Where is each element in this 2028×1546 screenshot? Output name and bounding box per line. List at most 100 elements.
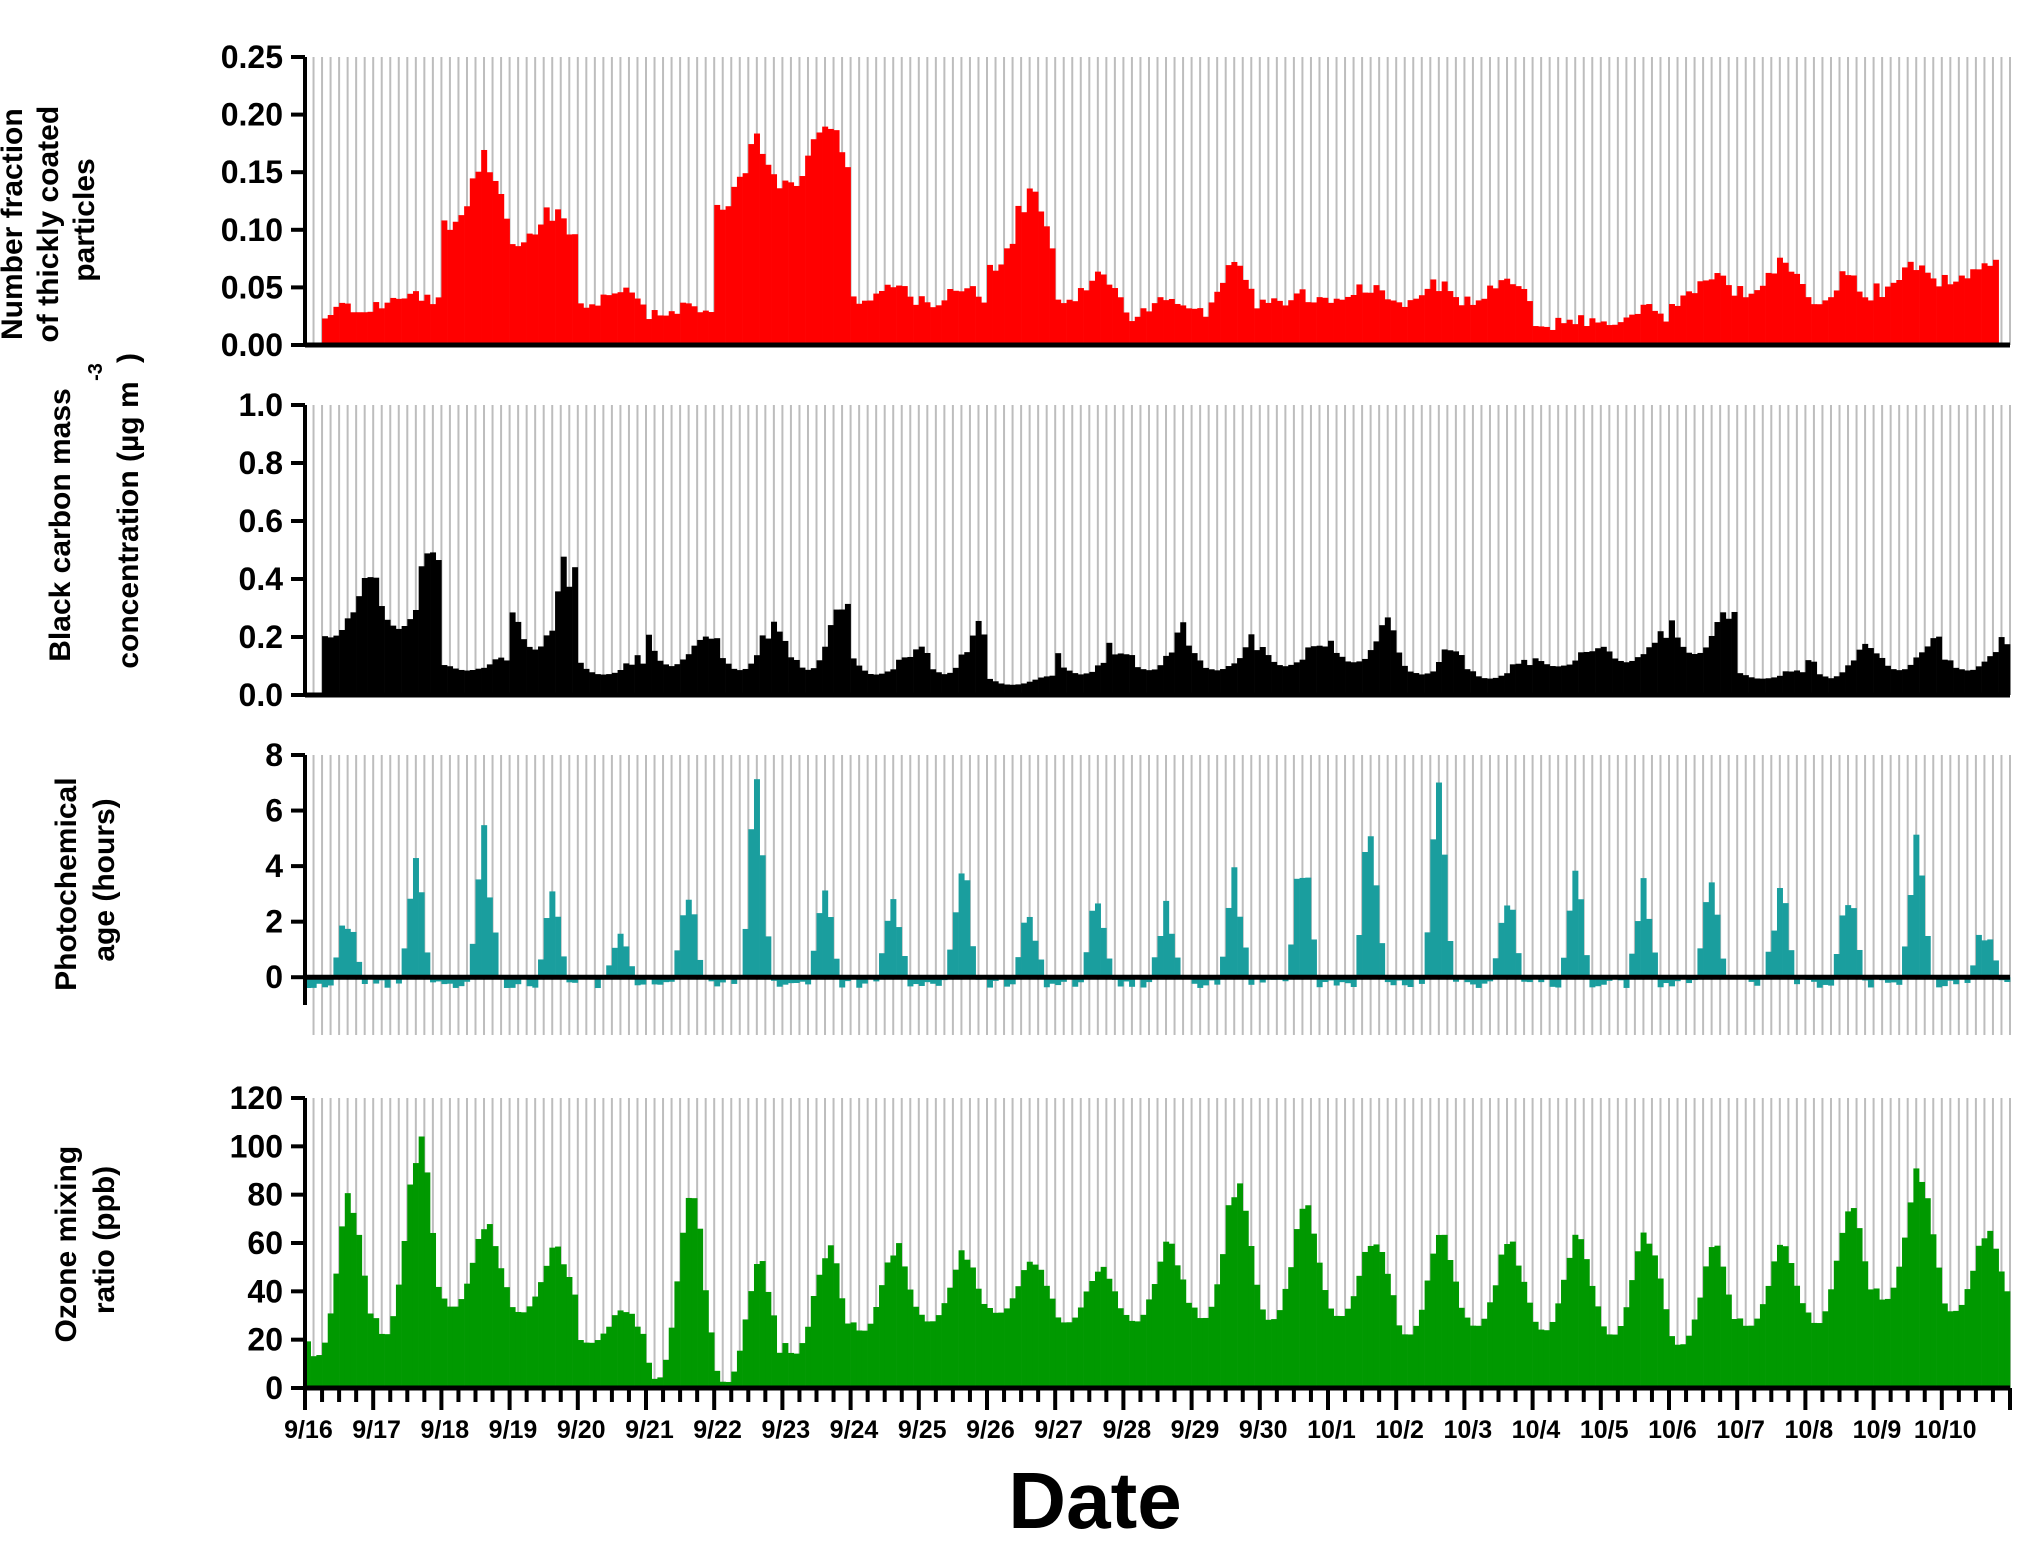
data-bar: [776, 977, 783, 987]
data-bar: [623, 287, 630, 345]
data-bar: [1089, 280, 1096, 345]
data-bar: [1992, 960, 1999, 978]
data-bar: [1606, 651, 1613, 695]
data-bar: [1004, 977, 1011, 987]
data-bar: [1731, 1318, 1738, 1388]
data-bar: [1288, 1267, 1295, 1388]
data-bar: [583, 307, 590, 345]
data-bar: [1612, 1334, 1619, 1388]
data-bar: [776, 631, 783, 695]
data-bar: [1407, 300, 1414, 345]
data-bar: [1714, 1245, 1721, 1388]
data-bar: [1856, 1228, 1863, 1388]
data-bar: [822, 890, 829, 978]
data-bar: [1123, 1314, 1130, 1388]
data-bar: [674, 664, 681, 695]
data-bar: [1498, 1254, 1505, 1388]
data-bar: [589, 304, 596, 345]
data-bar: [663, 315, 670, 345]
data-bar: [1828, 297, 1835, 345]
data-bar: [1180, 1279, 1187, 1388]
data-bar: [969, 1267, 976, 1388]
data-bar: [1060, 1322, 1067, 1388]
data-bar: [1799, 284, 1806, 345]
data-bar: [833, 958, 840, 978]
data-bar: [1350, 977, 1357, 987]
data-bar: [913, 1306, 920, 1388]
data-bar: [1930, 1234, 1937, 1388]
data-bar: [1850, 1208, 1857, 1388]
data-bar: [1515, 1265, 1522, 1388]
data-bar: [788, 1352, 795, 1388]
data-bar: [339, 302, 346, 345]
data-bar: [1805, 660, 1812, 695]
data-bar: [1634, 313, 1641, 345]
data-bar: [1475, 977, 1482, 988]
data-bar: [1674, 637, 1681, 695]
data-bar: [1970, 669, 1977, 695]
data-bar: [1470, 304, 1477, 345]
data-bar: [401, 298, 408, 345]
data-bar: [498, 193, 505, 345]
data-bar: [543, 918, 550, 978]
data-bar: [1043, 1285, 1050, 1388]
data-bar: [498, 1268, 505, 1388]
data-bar: [1521, 659, 1528, 695]
data-bar: [401, 948, 408, 978]
data-bar: [486, 1224, 493, 1388]
data-bar: [1776, 257, 1783, 345]
data-bar: [719, 977, 726, 983]
data-bar: [1771, 930, 1778, 978]
data-bar: [1782, 671, 1789, 695]
data-bar: [384, 977, 391, 988]
data-bar: [441, 977, 448, 985]
data-bar: [1322, 646, 1329, 695]
data-bar: [361, 1275, 368, 1388]
data-bar: [1146, 311, 1153, 345]
data-bar: [1680, 646, 1687, 695]
data-bar: [1947, 660, 1954, 695]
data-bar: [850, 658, 857, 695]
data-bar: [1328, 640, 1334, 695]
data-bar: [441, 1298, 448, 1388]
data-bar: [1919, 1181, 1926, 1388]
data-bar: [566, 586, 573, 695]
y-tick-label: 0.20: [221, 97, 283, 133]
data-bar: [1379, 625, 1386, 695]
data-bar: [1731, 611, 1738, 695]
data-bar: [350, 612, 357, 695]
data-bar: [617, 1310, 624, 1388]
data-bar: [1981, 940, 1988, 978]
data-bar: [475, 879, 482, 978]
data-bar: [1015, 205, 1022, 345]
data-bar: [395, 1284, 402, 1388]
data-bar: [1691, 293, 1698, 345]
data-bar: [1674, 305, 1681, 345]
data-bar: [1197, 977, 1204, 988]
data-bar: [952, 667, 959, 695]
data-bar: [1168, 298, 1175, 345]
data-bar: [1225, 265, 1232, 345]
data-bar: [1822, 977, 1829, 985]
data-bar: [884, 284, 891, 345]
gridlines: [312, 405, 2011, 695]
data-bar: [1572, 870, 1579, 978]
data-bar: [486, 897, 493, 978]
data-bar: [418, 892, 425, 978]
data-bar: [1362, 658, 1369, 695]
data-bar: [1009, 243, 1016, 345]
data-bar: [1578, 1239, 1585, 1388]
data-bar: [503, 218, 510, 345]
data-bar: [1629, 660, 1636, 695]
data-bar: [486, 172, 493, 345]
x-tick-label: 9/19: [489, 1416, 538, 1444]
data-bar: [1390, 977, 1397, 986]
data-bar: [1856, 649, 1863, 695]
data-bar: [1504, 905, 1511, 978]
data-bar: [322, 636, 329, 695]
data-bar: [1549, 1321, 1556, 1388]
data-bar: [617, 292, 624, 345]
data-bar: [1617, 660, 1624, 695]
data-bar: [1259, 1309, 1266, 1388]
data-bar: [481, 1229, 488, 1388]
